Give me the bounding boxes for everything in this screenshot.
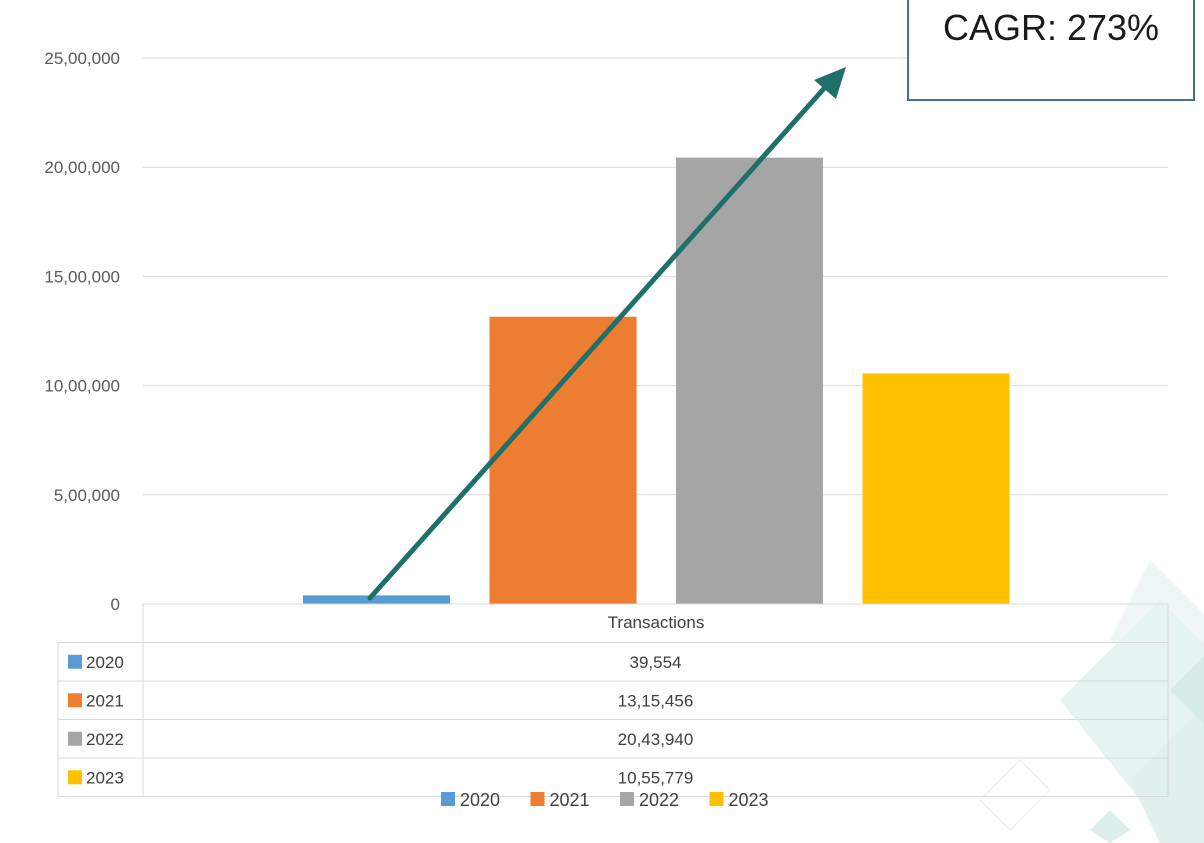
- table-row-label: 2022: [86, 730, 124, 749]
- decorative-diamonds: [978, 560, 1204, 843]
- bars: [303, 157, 1010, 604]
- data-table: Transactions 2020 39,554 2021 13,15,456 2022…: [57, 603, 1169, 797]
- table-row-label: 2023: [86, 768, 124, 787]
- trend-arrow: [367, 67, 846, 601]
- cagr-box: [907, 0, 1195, 101]
- bar-2020: [303, 595, 450, 604]
- bar-2021: [489, 316, 637, 604]
- legend-label: 2020: [460, 790, 500, 810]
- table-row-label: 2020: [86, 653, 124, 672]
- trend-arrow-line: [367, 81, 831, 601]
- table-legend-swatch: [68, 693, 82, 708]
- y-tick-label: 0: [111, 595, 120, 614]
- bar-2022: [676, 157, 823, 604]
- legend-swatch: [620, 792, 634, 806]
- trend-arrow-head: [814, 67, 846, 99]
- table-row-label: 2021: [86, 691, 124, 710]
- legend-swatch: [709, 792, 724, 806]
- legend-swatch: [441, 792, 455, 806]
- table-header: Transactions: [608, 613, 705, 632]
- y-tick-label: 10,00,000: [44, 377, 120, 396]
- table-cell-value: 20,43,940: [618, 730, 694, 749]
- table-legend-swatch: [68, 654, 82, 669]
- y-tick-label: 5,00,000: [54, 486, 120, 505]
- table-legend-swatch: [68, 731, 82, 746]
- table-legend-swatch: [68, 770, 82, 785]
- y-tick-label: 20,00,000: [44, 158, 120, 177]
- table-cell-value: 13,15,456: [618, 691, 694, 710]
- legend: 2020 2021 2022 2023: [441, 790, 769, 810]
- cagr-annotation: CAGR: 273%: [907, 0, 1195, 101]
- bar-2023: [862, 373, 1010, 604]
- y-tick-label: 15,00,000: [44, 267, 120, 286]
- table-cell-value: 39,554: [630, 653, 682, 672]
- cagr-label: CAGR: 273%: [943, 7, 1159, 48]
- y-axis-ticks: 0 5,00,000 10,00,000 15,00,000 20,00,000 25,0…: [44, 49, 120, 614]
- legend-label: 2023: [729, 790, 769, 810]
- legend-label: 2022: [639, 790, 679, 810]
- table-cell-value: 10,55,779: [618, 768, 694, 787]
- legend-label: 2021: [550, 790, 590, 810]
- legend-swatch: [530, 792, 545, 806]
- y-tick-label: 25,00,000: [44, 49, 120, 68]
